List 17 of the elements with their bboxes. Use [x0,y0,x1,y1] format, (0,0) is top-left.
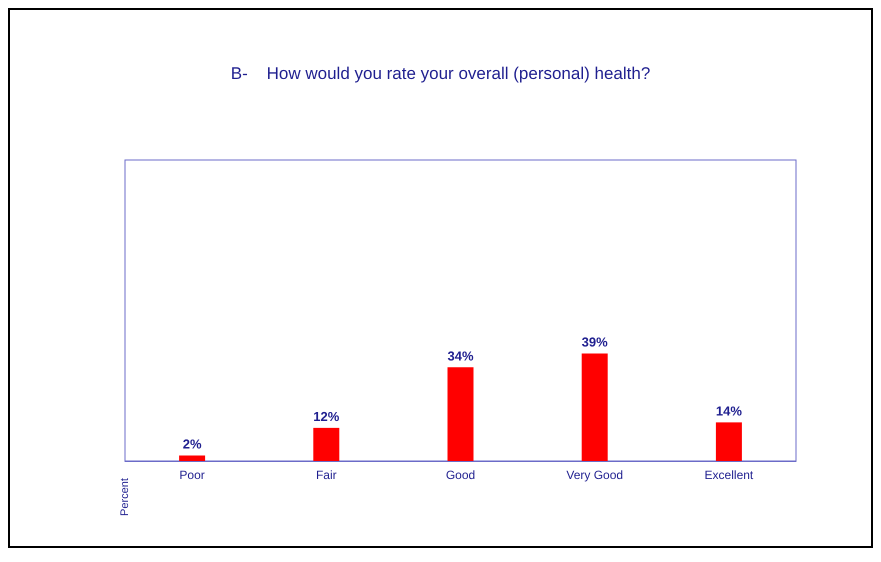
data-label: 2% [182,436,202,452]
data-label: 14% [716,403,742,418]
bar [716,422,742,461]
bar [179,455,206,461]
x-tick-label: Fair [316,468,337,482]
x-tick-label: Good [446,468,476,482]
chart-title: B- How would you rate your overall (personal) health? [230,64,650,83]
data-label: 34% [447,348,474,364]
x-tick-label: Excellent [704,468,754,482]
y-axis-title: Percent [119,478,131,516]
bar [448,367,474,461]
data-label: 39% [582,334,608,350]
data-label: 12% [313,408,340,424]
bar [313,428,340,461]
bar [582,354,608,461]
x-tick-label: Very Good [566,468,624,482]
x-tick-label: Poor [179,468,205,482]
